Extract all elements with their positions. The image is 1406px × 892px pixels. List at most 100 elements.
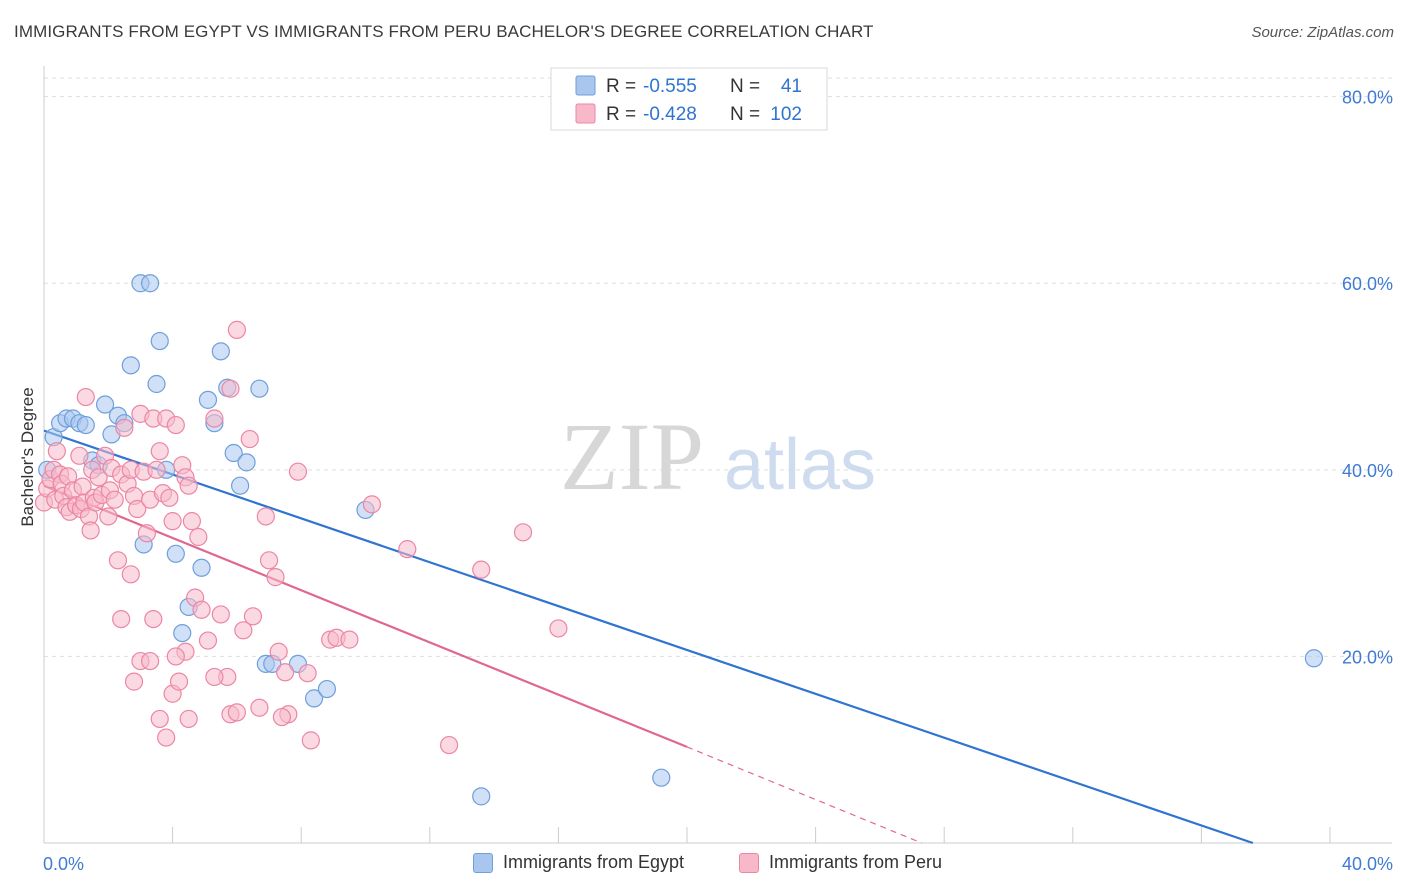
point-egypt-33 [304,689,324,708]
point-peru-75 [301,731,320,750]
legend-r-label-egypt: R = [606,76,636,97]
point-peru-33 [115,418,134,437]
point-peru-84 [549,619,568,638]
point-peru-70 [269,642,288,661]
legend-swatch-peru-bottom [739,852,759,873]
y-tick-label-40: 40.0% [1342,461,1393,481]
legend-r-value-egypt: -0.555 [643,76,697,97]
legend-swatch-egypt [575,75,596,96]
point-peru-66 [250,698,269,717]
watermark-zip: ZIP [560,403,704,510]
point-peru-101 [166,647,185,666]
point-peru-86 [121,565,140,584]
point-egypt-15 [147,374,166,394]
point-peru-90 [124,672,144,691]
y-axis-label: Bachelor's Degree [18,387,37,526]
point-peru-18 [76,387,95,407]
legend-item-peru[interactable]: Immigrants from Peru [739,852,942,873]
point-peru-37 [128,499,147,519]
point-peru-94 [169,672,189,691]
point-peru-5 [47,442,66,461]
legend-swatch-peru [575,103,596,124]
point-peru-81 [439,735,459,755]
point-peru-53 [182,512,201,531]
point-peru-47 [160,488,179,507]
point-egypt-26 [224,443,243,463]
chart-title: IMMIGRANTS FROM EGYPT VS IMMIGRANTS FROM… [14,22,874,41]
point-egypt-8 [95,395,115,414]
point-peru-55 [189,527,208,547]
point-peru-57 [198,631,218,650]
point-peru-44 [150,442,169,461]
point-peru-48 [163,512,182,531]
point-egypt-19 [173,623,192,643]
point-peru-56 [192,600,211,619]
legend-n-value-peru: 102 [770,104,802,125]
point-peru-65 [243,607,263,626]
point-peru-62 [227,320,246,339]
point-peru-43 [147,460,166,479]
point-egypt-27 [231,476,250,495]
point-peru-27 [99,507,118,526]
point-peru-89 [144,609,163,629]
y-tick-label-20: 20.0% [1342,647,1393,667]
point-peru-40 [137,524,156,543]
point-peru-74 [298,664,317,683]
point-peru-49 [166,415,185,435]
watermark-atlas: atlas [724,425,876,505]
x-tick-labels: 0.0% 40.0% [43,854,1393,874]
y-tick-label-80: 80.0% [1342,88,1393,108]
point-peru-92 [157,728,176,747]
point-egypt-16 [150,331,169,351]
point-peru-80 [398,540,417,559]
point-egypt-37 [472,787,491,806]
point-peru-88 [140,651,160,671]
x-tick-label-max: 40.0% [1342,854,1393,874]
point-egypt-12 [121,356,140,375]
point-peru-64 [240,429,259,449]
point-egypt-28 [237,453,256,472]
data-points [34,274,1324,806]
legend-swatch-egypt-bottom [473,852,493,873]
point-peru-30 [105,490,124,509]
legend-bottom: Immigrants from Egypt Immigrants from Pe… [0,852,1406,878]
point-peru-96 [179,709,198,729]
point-peru-20 [81,521,100,540]
legend-n-label-peru: N = [730,104,760,125]
point-peru-63 [234,621,253,640]
legend-r-value-peru: -0.428 [643,104,697,125]
point-peru-99 [227,703,246,722]
point-peru-85 [112,609,131,629]
point-peru-82 [472,560,491,579]
point-peru-24 [89,468,108,487]
point-peru-71 [276,663,295,682]
point-egypt-5 [76,415,95,435]
point-egypt-14 [140,274,160,293]
point-peru-61 [221,379,240,398]
point-peru-91 [150,709,169,729]
source-label: Source: ZipAtlas.com [1251,24,1394,41]
x-tick-label-min: 0.0% [43,854,84,874]
axes [43,66,1392,844]
point-peru-73 [288,462,308,481]
legend-item-egypt[interactable]: Immigrants from Egypt [473,852,684,873]
legend-r-label-peru: R = [606,104,636,125]
point-egypt-34 [317,679,337,699]
point-egypt-24 [211,342,230,361]
legend-box: R = -0.555 N = 41 R = -0.428 N = 102 [550,67,828,131]
point-peru-100 [272,707,292,727]
point-peru-78 [340,630,359,649]
watermark: ZIP atlas [560,403,876,510]
trend-line-egypt [43,429,1254,845]
point-egypt-22 [198,390,218,409]
point-egypt-29 [250,379,269,398]
point-peru-79 [362,495,382,514]
point-peru-83 [513,523,533,542]
trend-line-dashed-peru [686,746,922,844]
y-tick-labels: 20.0% 40.0% 60.0% 80.0% [1342,88,1393,668]
point-peru-31 [108,551,128,570]
point-peru-58 [205,409,224,428]
y-tick-label-60: 60.0% [1342,274,1393,294]
point-peru-59 [211,605,230,624]
